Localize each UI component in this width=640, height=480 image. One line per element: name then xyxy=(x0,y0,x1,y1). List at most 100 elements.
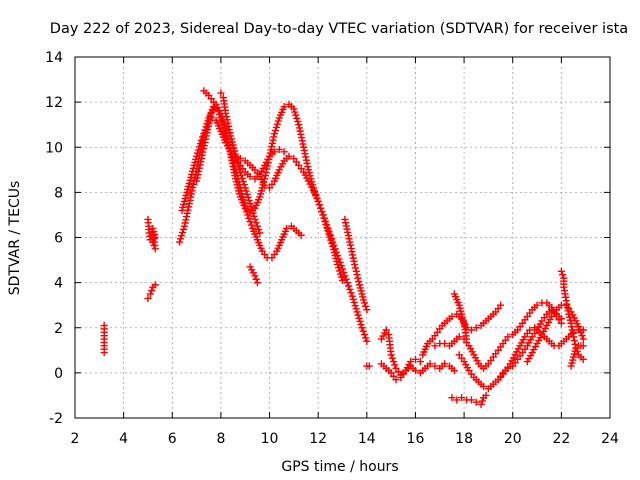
data-point xyxy=(363,306,371,314)
data-point xyxy=(253,222,261,230)
data-point xyxy=(100,348,108,357)
series-arc-h xyxy=(341,215,373,370)
data-point xyxy=(455,333,463,341)
data-point xyxy=(315,201,323,209)
data-point xyxy=(322,220,330,229)
data-point xyxy=(325,230,333,238)
data-point xyxy=(388,354,396,362)
y-axis-label: SDTVAR / TECUs xyxy=(7,181,23,296)
data-point xyxy=(344,282,353,290)
series-arc-p xyxy=(523,301,587,366)
y-tick-label: 12 xyxy=(45,95,63,111)
data-point xyxy=(382,326,390,334)
data-point xyxy=(237,171,245,179)
y-tick-label: 10 xyxy=(45,140,63,156)
data-point xyxy=(327,236,335,244)
data-point xyxy=(363,337,371,345)
data-point xyxy=(176,235,185,243)
data-point xyxy=(282,224,291,233)
series-arc-i xyxy=(377,326,424,379)
data-point xyxy=(448,394,456,402)
data-point xyxy=(280,103,288,111)
data-point xyxy=(255,226,263,234)
data-point xyxy=(349,295,357,303)
data-point xyxy=(243,190,251,198)
data-point xyxy=(328,239,336,247)
data-point xyxy=(293,114,301,122)
data-point xyxy=(146,290,154,298)
x-tick-label: 10 xyxy=(261,431,279,447)
data-point xyxy=(356,317,364,326)
series-arc-a xyxy=(100,281,159,357)
data-point xyxy=(431,362,439,370)
data-point xyxy=(578,332,586,340)
x-tick-label: 2 xyxy=(71,431,80,447)
data-point xyxy=(244,193,252,201)
data-point xyxy=(533,301,541,309)
series-arc-q xyxy=(557,267,587,370)
data-point xyxy=(479,382,488,391)
data-point xyxy=(570,336,578,345)
data-point xyxy=(360,330,368,339)
x-tick-label: 22 xyxy=(552,431,570,447)
series-arc-d xyxy=(178,114,371,345)
data-point xyxy=(579,342,587,350)
y-tick-labels: -2 0 2 4 6 8 10 12 14 xyxy=(45,50,63,427)
data-point xyxy=(250,212,258,220)
data-point xyxy=(217,89,225,97)
x-tick-label: 14 xyxy=(358,431,376,447)
data-point xyxy=(291,108,299,116)
data-point xyxy=(504,333,512,341)
data-point xyxy=(416,357,424,366)
data-point xyxy=(351,260,359,269)
data-point xyxy=(271,126,279,135)
data-point xyxy=(246,200,254,208)
data-point xyxy=(242,187,250,195)
gridlines xyxy=(75,57,610,418)
data-point xyxy=(477,400,485,409)
data-point xyxy=(355,277,363,286)
data-point xyxy=(391,361,399,369)
data-point xyxy=(343,279,351,287)
y-tick-label: 8 xyxy=(54,185,63,201)
data-point xyxy=(310,187,319,195)
data-point xyxy=(192,152,201,160)
data-point xyxy=(285,152,293,160)
data-point xyxy=(309,184,317,192)
data-point xyxy=(326,233,334,241)
data-point xyxy=(526,326,534,334)
data-point xyxy=(245,214,253,222)
data-point xyxy=(194,146,203,154)
data-point xyxy=(274,117,282,125)
data-point xyxy=(317,204,325,212)
x-tick-label: 24 xyxy=(601,431,619,447)
data-point xyxy=(246,218,254,226)
data-point xyxy=(360,299,368,307)
y-tick-label: -2 xyxy=(49,411,63,427)
data-point xyxy=(496,301,505,309)
series-arc-f xyxy=(200,87,264,287)
data-point xyxy=(450,367,458,375)
data-point xyxy=(275,145,283,154)
data-point xyxy=(365,362,373,370)
x-tick-label: 18 xyxy=(455,431,473,447)
series-arc-b xyxy=(144,215,159,253)
data-point xyxy=(350,298,358,307)
data-point xyxy=(270,148,279,156)
data-point xyxy=(280,148,288,156)
data-point xyxy=(337,273,346,281)
data-point xyxy=(355,314,363,322)
data-point xyxy=(359,327,367,335)
data-point xyxy=(362,302,370,310)
data-point xyxy=(362,334,370,342)
data-point xyxy=(336,270,345,278)
data-point xyxy=(210,98,218,106)
y-tick-label: 0 xyxy=(54,366,63,382)
data-point xyxy=(148,286,156,295)
data-point xyxy=(177,232,186,240)
data-point xyxy=(294,117,302,126)
data-point xyxy=(352,267,360,275)
data-point xyxy=(453,396,461,404)
data-point xyxy=(251,272,259,280)
